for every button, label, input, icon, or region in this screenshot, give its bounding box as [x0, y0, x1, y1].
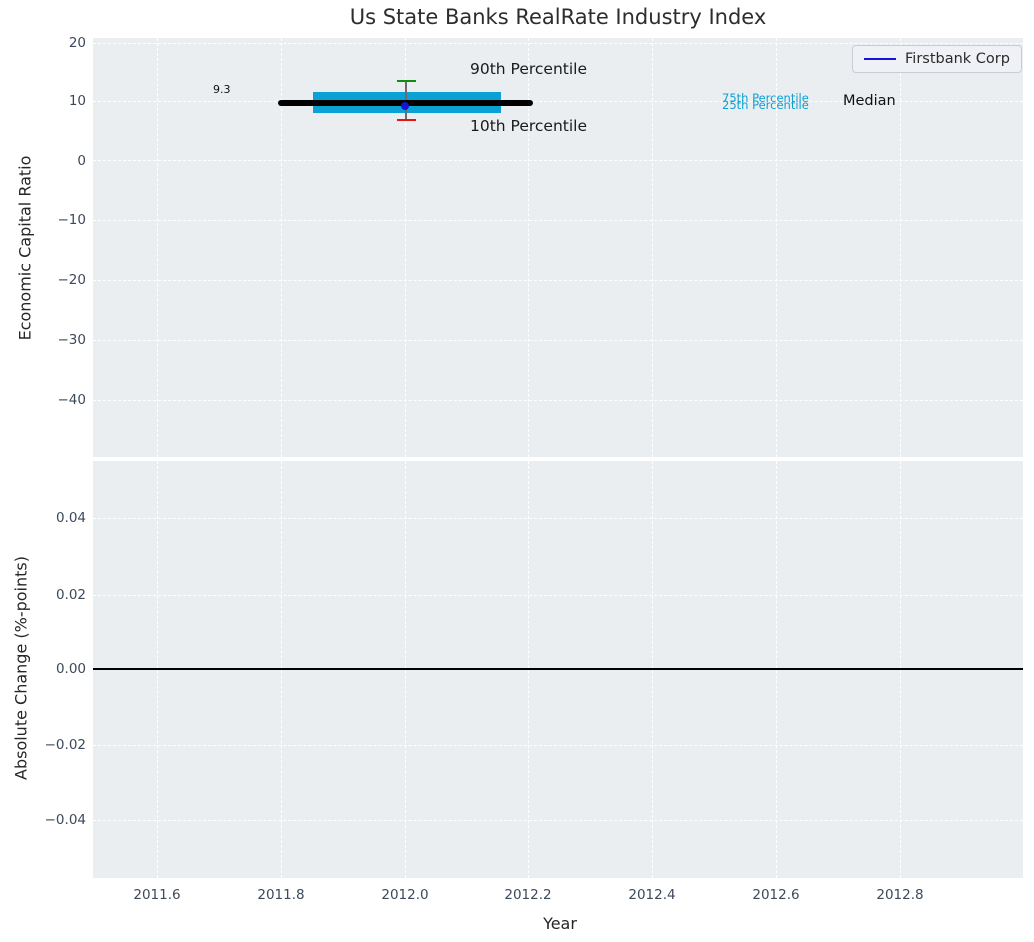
value-annotation: 9.3 — [213, 83, 231, 96]
zero-reference-line — [93, 668, 1023, 670]
top-y-axis-label: Economic Capital Ratio — [15, 155, 35, 341]
ytick-label: −0.02 — [44, 737, 86, 753]
gridline-v — [281, 38, 282, 457]
bottom-plot-area — [93, 461, 1023, 878]
gridline-v — [652, 38, 653, 457]
p10-whisker-cap — [397, 118, 416, 122]
chart-title: Us State Banks RealRate Industry Index — [349, 5, 767, 29]
gridline-v — [776, 38, 777, 457]
gridline-v — [528, 38, 529, 457]
ytick-label: 20 — [68, 35, 86, 51]
ytick-label: 0.04 — [55, 510, 86, 526]
gridline-h — [93, 595, 1023, 596]
company-data-point — [401, 102, 409, 110]
p75-label: 75th Percentile — [722, 91, 809, 105]
gridline-h — [93, 280, 1023, 281]
xtick-label: 2012.0 — [381, 887, 429, 903]
p90-label: 90th Percentile — [470, 60, 588, 78]
ytick-label: −20 — [57, 272, 87, 288]
p10-label: 10th Percentile — [470, 117, 588, 135]
median-label: Median — [843, 93, 896, 109]
bottom-y-axis-label: Absolute Change (%-points) — [11, 556, 31, 780]
gridline-h — [93, 101, 1023, 102]
gridline-h — [93, 220, 1023, 221]
ytick-label: 0.02 — [55, 587, 86, 603]
top-plot-area: 9.3 90th Percentile 10th Percentile 75th… — [93, 38, 1023, 457]
p25-label: 25th Percentile — [722, 98, 809, 112]
legend-line-swatch — [864, 57, 896, 61]
p90-whisker-cap — [397, 79, 416, 83]
xtick-label: 2012.8 — [876, 887, 924, 903]
ytick-label: 10 — [68, 93, 86, 109]
xtick-label: 2012.4 — [628, 887, 676, 903]
xtick-label: 2011.8 — [257, 887, 305, 903]
gridline-h — [93, 340, 1023, 341]
ytick-label: 0 — [77, 152, 86, 169]
ytick-label: 0.00 — [55, 660, 86, 677]
legend: Firstbank Corp — [852, 45, 1022, 73]
gridline-v — [157, 38, 158, 457]
gridline-h — [93, 518, 1023, 519]
gridline-h — [93, 160, 1023, 161]
ytick-label: −10 — [57, 212, 87, 228]
xtick-label: 2011.6 — [133, 887, 181, 903]
x-axis-label: Year — [543, 914, 577, 933]
ytick-label: −30 — [57, 332, 87, 348]
gridline-v — [405, 38, 406, 457]
ytick-label: −0.04 — [44, 812, 86, 828]
xtick-label: 2012.2 — [504, 887, 552, 903]
ytick-label: −40 — [57, 392, 87, 408]
gridline-h — [93, 820, 1023, 821]
legend-entry-label: Firstbank Corp — [905, 51, 1010, 67]
gridline-h — [93, 43, 1023, 44]
gridline-h — [93, 745, 1023, 746]
gridline-h — [93, 400, 1023, 401]
xtick-label: 2012.6 — [752, 887, 800, 903]
gridline-v — [900, 38, 901, 457]
